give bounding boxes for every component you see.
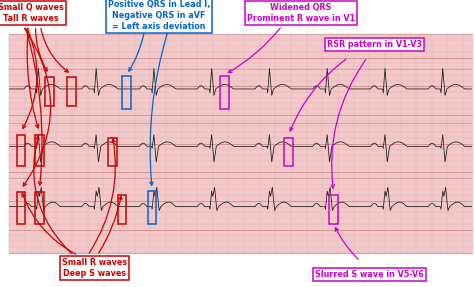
Bar	[17, 192, 25, 224]
Bar	[118, 195, 126, 224]
Text: Small R waves
Deep S waves: Small R waves Deep S waves	[62, 258, 128, 278]
Bar	[67, 77, 76, 106]
Text: Slurred S wave in V5-V6: Slurred S wave in V5-V6	[315, 269, 424, 279]
Bar	[108, 138, 117, 166]
Text: RSR pattern in V1-V3: RSR pattern in V1-V3	[327, 40, 422, 49]
Bar	[35, 135, 44, 166]
Text: Positive QRS in Lead I,
Negative QRS in aVF
= Left axis deviation: Positive QRS in Lead I, Negative QRS in …	[108, 0, 210, 31]
Bar	[220, 76, 229, 109]
Bar	[45, 77, 54, 106]
Bar	[122, 76, 131, 109]
Bar	[17, 135, 25, 166]
Bar	[35, 192, 44, 224]
Text: Small Q waves
Tall R waves: Small Q waves Tall R waves	[0, 3, 64, 23]
Bar	[284, 138, 293, 166]
Bar	[148, 191, 156, 224]
Bar	[329, 195, 338, 224]
Bar	[9, 34, 472, 253]
Text: Widened QRS
Prominent R wave in V1: Widened QRS Prominent R wave in V1	[247, 3, 355, 23]
